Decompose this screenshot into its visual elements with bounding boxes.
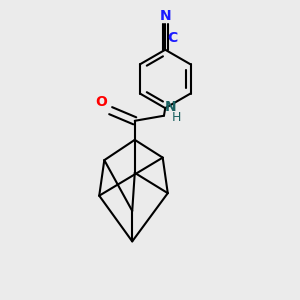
Text: N: N <box>159 9 171 23</box>
Text: C: C <box>167 31 178 45</box>
Text: O: O <box>96 94 108 109</box>
Text: H: H <box>172 111 181 124</box>
Text: N: N <box>165 100 177 115</box>
